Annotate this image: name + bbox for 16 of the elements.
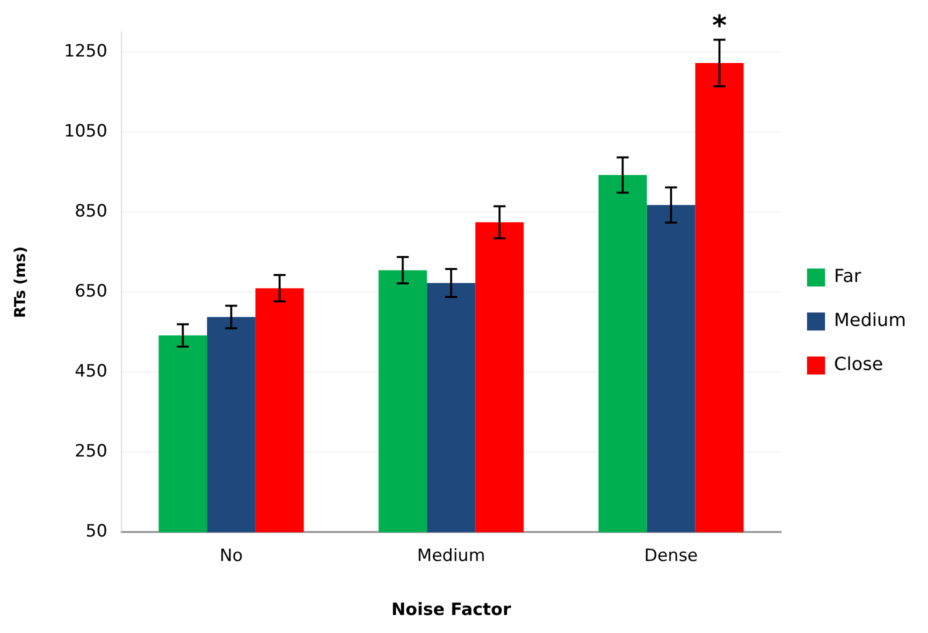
y-tick-label: 1250 — [64, 42, 108, 62]
x-tick-label: Dense — [644, 546, 698, 566]
legend-label: Close — [834, 354, 884, 376]
y-tick-label: 850 — [74, 202, 108, 222]
annotation: * — [712, 9, 728, 42]
y-tick-label: 1050 — [64, 122, 108, 142]
y-tick-label: 250 — [74, 442, 108, 462]
legend-label: Far — [834, 266, 862, 288]
y-tick-label: 650 — [74, 282, 108, 302]
x-tick-label: Medium — [417, 546, 486, 566]
x-axis-title: Noise Factor — [391, 600, 512, 620]
legend-label: Medium — [834, 310, 906, 332]
y-tick-label: 50 — [86, 522, 108, 542]
y-tick-label: 450 — [74, 362, 108, 382]
x-tick-label: No — [220, 546, 243, 566]
y-axis-title: RTs (ms) — [10, 246, 29, 318]
